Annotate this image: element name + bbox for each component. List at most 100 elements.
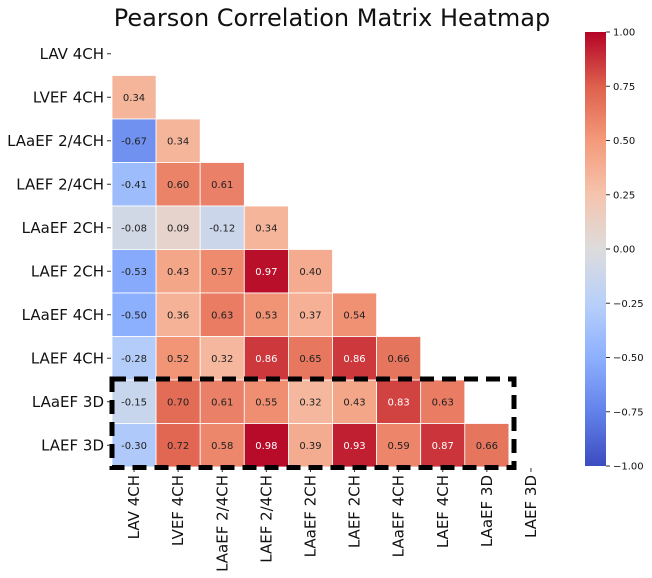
heatmap-cell <box>155 292 201 337</box>
column-label: LAaEF 2/4CH <box>213 475 231 572</box>
heatmap-cell <box>111 118 157 163</box>
cell-value-label: 0.66 <box>388 354 410 365</box>
cell-value-label: -0.50 <box>121 310 147 321</box>
cell-value-label: 0.65 <box>299 354 321 365</box>
cell-value-label: 0.32 <box>211 354 233 365</box>
cell-value-label: 0.93 <box>343 441 365 452</box>
cell-value-label: 0.32 <box>299 397 321 408</box>
cell-value-label: 0.86 <box>255 354 277 365</box>
cell-value-label: 0.34 <box>255 223 277 234</box>
cell-value-label: 0.61 <box>211 397 233 408</box>
colorbar-tick-label: −1.00 <box>613 462 644 473</box>
heatmap-cell <box>332 292 377 337</box>
row-label: LAaEF 2CH <box>22 219 104 237</box>
cell-value-label: -0.67 <box>121 136 147 147</box>
cell-value-label: 0.86 <box>343 354 365 365</box>
heatmap-cell <box>199 423 245 468</box>
colorbar-ticks: 1.00 0.75 0.50 0.25 0.00 −0.25 −0.50 −0.75 −1.00 <box>606 28 644 473</box>
heatmap-cell <box>199 162 245 207</box>
column-label: LAEF 3D <box>522 475 540 538</box>
colorbar-tick-label: −0.25 <box>613 299 644 310</box>
cell-value-label: 0.83 <box>388 397 410 408</box>
heatmap-cell <box>332 336 377 381</box>
heatmap-cell <box>243 205 289 250</box>
heatmap-cell <box>111 75 157 120</box>
heatmap-cell <box>155 205 201 250</box>
column-label: LAV 4CH <box>125 475 143 539</box>
cell-value-label: 0.52 <box>167 354 189 365</box>
row-label: LAEF 3D <box>41 436 104 454</box>
cell-value-label: 0.63 <box>211 310 233 321</box>
cell-value-label: -0.12 <box>209 223 235 234</box>
column-label: LAaEF 3D <box>478 475 496 547</box>
colorbar-tick-label: 0.75 <box>613 82 635 93</box>
cell-value-label: 0.39 <box>299 441 321 452</box>
cell-value-label: 0.98 <box>255 441 277 452</box>
cell-value-label: 0.36 <box>167 310 189 321</box>
heatmap-cell <box>155 336 201 381</box>
cell-value-label: 0.59 <box>388 441 410 452</box>
cell-value-label: 0.54 <box>343 310 365 321</box>
column-label: LAEF 2CH <box>346 475 364 548</box>
heatmap-cell <box>376 423 422 468</box>
column-label: LAaEF 2CH <box>301 475 319 557</box>
column-label: LAaEF 4CH <box>390 475 408 557</box>
cell-value-label: 0.70 <box>167 397 189 408</box>
heatmap-cell <box>111 423 157 468</box>
heatmap-cell <box>376 336 422 381</box>
cell-value-label: 0.61 <box>211 180 233 191</box>
cell-value-label: -0.15 <box>121 397 147 408</box>
colorbar-tick-label: 0.50 <box>613 136 635 147</box>
cell-value-label: -0.28 <box>121 354 147 365</box>
heatmap-cell <box>287 292 333 337</box>
cell-value-label: 0.34 <box>167 136 189 147</box>
cell-value-label: 0.34 <box>123 93 145 104</box>
row-label: LAEF 4CH <box>31 349 104 367</box>
heatmap-cell <box>243 423 289 468</box>
row-label: LAaEF 4CH <box>22 306 104 324</box>
cell-value-label: 0.57 <box>211 267 233 278</box>
column-label: LVEF 4CH <box>169 475 187 546</box>
colorbar-tick-label: 1.00 <box>613 28 635 39</box>
heatmap-cell <box>243 336 289 381</box>
cell-value-label: 0.37 <box>299 310 321 321</box>
colorbar: 1.00 0.75 0.50 0.25 0.00 −0.25 −0.50 −0.75 −1.00 <box>585 28 644 473</box>
row-label: LVEF 4CH <box>33 88 104 106</box>
row-label: LAEF 2CH <box>31 262 104 280</box>
row-label: LAV 4CH <box>40 45 104 63</box>
cell-value-label: 0.66 <box>476 441 498 452</box>
column-label: LAEF 4CH <box>434 475 452 548</box>
row-label: LAaEF 2/4CH <box>7 132 104 150</box>
column-label: LAEF 2/4CH <box>257 475 275 563</box>
heatmap-cells: 0.34 -0.67 0.34 -0.41 0.60 0.61 -0.08 0.09 -0.12… <box>111 75 510 468</box>
row-labels: LAV 4CH LVEF 4CH LAaEF 2/4CH LAEF 2/4CH LAaE… <box>7 45 111 454</box>
cell-value-label: 0.53 <box>255 310 277 321</box>
heatmap-cell <box>420 379 466 424</box>
colorbar-tick-label: 0.00 <box>613 245 635 256</box>
heatmap-cell <box>243 249 289 294</box>
cell-value-label: 0.09 <box>167 223 189 234</box>
heatmap-cell <box>332 423 377 468</box>
cell-value-label: 0.55 <box>255 397 277 408</box>
colorbar-gradient <box>585 32 606 466</box>
cell-value-label: 0.40 <box>299 267 321 278</box>
cell-value-label: 0.87 <box>432 441 454 452</box>
colorbar-tick-label: −0.50 <box>613 353 644 364</box>
cell-value-label: 0.63 <box>432 397 454 408</box>
heatmap-cell <box>155 249 201 294</box>
heatmap-cell <box>464 423 510 468</box>
cell-value-label: -0.30 <box>121 441 147 452</box>
heatmap-cell <box>199 292 245 337</box>
colorbar-tick-label: 0.25 <box>613 190 635 201</box>
column-labels: LAV 4CH LVEF 4CH LAaEF 2/4CH LAEF 2/4CH LAaE… <box>125 468 540 572</box>
heatmap-cell <box>111 379 157 424</box>
row-label: LAEF 2/4CH <box>16 175 104 193</box>
cell-value-label: -0.41 <box>121 180 147 191</box>
cell-value-label: 0.97 <box>255 267 277 278</box>
chart-title: Pearson Correlation Matrix Heatmap <box>114 4 550 32</box>
cell-value-label: 0.43 <box>167 267 189 278</box>
cell-value-label: 0.43 <box>343 397 365 408</box>
heatmap-cell <box>155 118 201 163</box>
cell-value-label: -0.53 <box>121 267 147 278</box>
